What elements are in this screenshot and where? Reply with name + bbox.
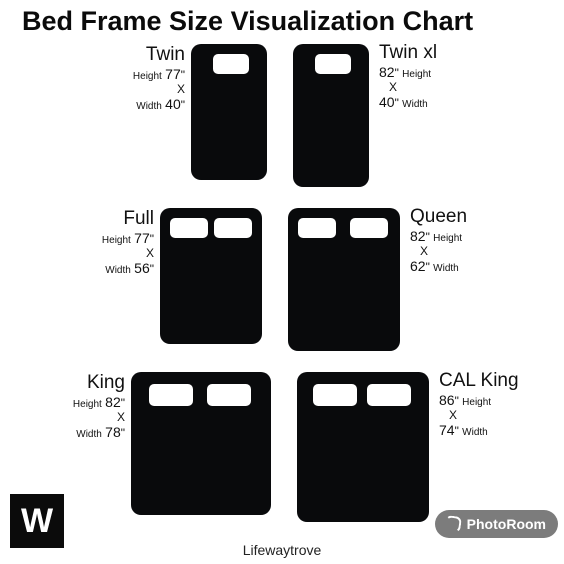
- bed-name: Twin xl: [379, 42, 457, 64]
- unit-full: Full Height 77" X Width 56": [76, 208, 262, 344]
- unit-king: King Height 82" X Width 78": [47, 372, 271, 515]
- unit-twin: Twin Height 77" X Width 40": [107, 44, 267, 180]
- bed-queen-icon: [288, 208, 400, 351]
- bed-full-icon: [160, 208, 262, 344]
- chart-title: Bed Frame Size Visualization Chart: [0, 0, 564, 37]
- lbl-h: Height: [133, 71, 162, 82]
- row-king-calking: King Height 82" X Width 78" CAL King 86"…: [0, 372, 564, 522]
- bed-calking-icon: [297, 372, 429, 522]
- bed-name: Twin: [107, 44, 185, 66]
- photoroom-badge: PhotoRoom: [435, 510, 558, 538]
- bed-twinxl-icon: [293, 44, 369, 187]
- lbl-w: Width: [136, 101, 162, 112]
- bed-king-icon: [131, 372, 271, 515]
- photoroom-icon: [444, 515, 462, 533]
- unit-twinxl: Twin xl 82" Height X 40" Width: [293, 44, 457, 187]
- bed-twin-icon: [191, 44, 267, 180]
- w-logo-icon: W: [10, 494, 64, 548]
- lbl-x: X: [107, 82, 185, 96]
- unit-queen: Queen 82" Height X 62" Width: [288, 208, 488, 351]
- footer-brand: Lifewaytrove: [0, 542, 564, 558]
- row-twin: Twin Height 77" X Width 40" Twin xl 82" …: [0, 44, 564, 187]
- unit-calking: CAL King 86" Height X 74" Width: [297, 372, 517, 522]
- photoroom-label: PhotoRoom: [467, 516, 546, 532]
- row-full-queen: Full Height 77" X Width 56" Queen 82" He…: [0, 208, 564, 351]
